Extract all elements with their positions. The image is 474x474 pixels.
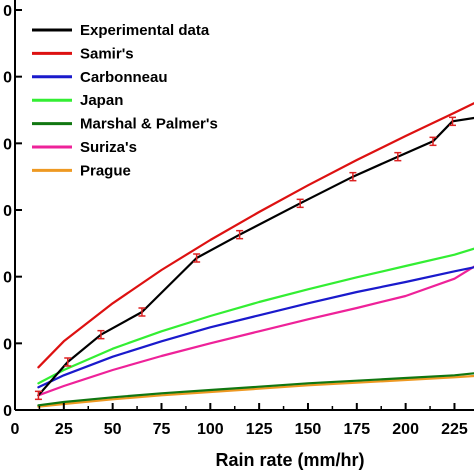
legend-item-2: Carbonneau: [32, 69, 168, 86]
x-axis-title: Rain rate (mm/hr): [215, 450, 364, 470]
legend-label: Prague: [80, 162, 131, 179]
legend-label: Marshal & Palmer's: [80, 116, 218, 133]
legend-label: Suriza's: [80, 139, 137, 156]
y-tick-label: 0: [3, 403, 12, 420]
x-tick-label: 200: [392, 421, 419, 438]
legend-item-4: Marshal & Palmer's: [32, 116, 218, 133]
legend-item-0: Experimental data: [32, 22, 210, 39]
x-tick-label: 150: [295, 421, 322, 438]
y-tick-label: 0: [3, 136, 12, 153]
series-line-1: [37, 102, 474, 369]
x-tick-label: 25: [55, 421, 73, 438]
series-line-3: [37, 247, 474, 385]
legend-item-5: Suriza's: [32, 139, 137, 156]
y-tick-label: 0: [3, 270, 12, 287]
y-tick-label: 0: [3, 203, 12, 220]
series-line-6: [37, 374, 474, 408]
series-line-4: [37, 372, 474, 407]
error-bar-marker: [349, 171, 357, 182]
y-tick-label: 0: [3, 3, 12, 20]
series-layer: [34, 102, 474, 408]
series-line-5: [37, 265, 474, 397]
error-bar-marker: [236, 229, 244, 240]
legend-label: Experimental data: [80, 22, 210, 39]
legend-item-6: Prague: [32, 162, 131, 179]
error-bar-marker: [138, 307, 146, 317]
error-bar-marker: [296, 198, 304, 209]
error-bar-marker: [429, 136, 437, 147]
x-tick-label: 100: [197, 421, 224, 438]
error-bar-marker: [449, 116, 457, 127]
legend-label: Samir's: [80, 45, 134, 62]
legend-label: Carbonneau: [80, 69, 168, 86]
error-bar-marker: [97, 329, 105, 340]
error-bar-marker: [193, 253, 201, 263]
x-tick-label: 175: [343, 421, 370, 438]
legend-item-3: Japan: [32, 92, 123, 109]
y-tick-label: 0: [3, 70, 12, 87]
error-bar-marker: [394, 151, 402, 162]
series-line-2: [37, 266, 474, 389]
y-tick-label: 0: [3, 336, 12, 353]
x-tick-label: 75: [153, 421, 171, 438]
x-tick-label: 0: [11, 421, 20, 438]
legend: Experimental data Samir's Carbonneau Japan M…: [32, 22, 218, 179]
x-tick-label: 125: [246, 421, 273, 438]
error-bar-marker: [64, 357, 72, 367]
x-tick-label: 225: [441, 421, 468, 438]
x-tick-label: 50: [104, 421, 122, 438]
legend-item-1: Samir's: [32, 45, 134, 62]
legend-label: Japan: [80, 92, 123, 109]
error-bar-marker: [34, 390, 42, 401]
